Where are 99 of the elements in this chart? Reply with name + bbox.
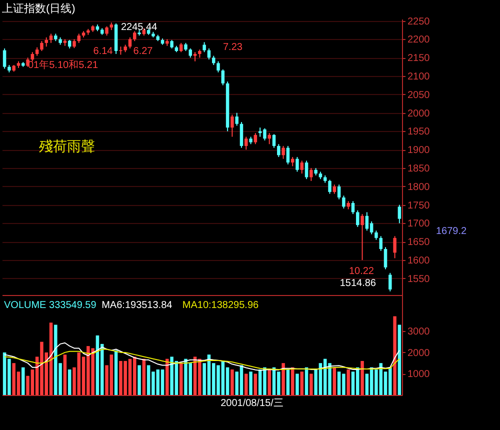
candlestick [332,184,336,194]
text: MA10:138295.96 [182,300,260,311]
candlestick [272,134,276,148]
bar [68,369,72,395]
candlestick [30,52,34,62]
bar [249,372,252,395]
candlestick [356,210,360,228]
candlestick [328,179,332,194]
candlestick [193,52,197,62]
candlestick [351,200,355,215]
bar [300,372,304,395]
candlestick [221,68,225,86]
candlestick [77,33,81,44]
bar [138,365,141,395]
bar [282,363,285,395]
bar [296,374,299,395]
candlestick [300,160,304,174]
y-tick-label: 1000 [408,369,430,380]
candlestick [188,48,192,58]
candlestick [212,55,216,66]
y-tick-label: 1650 [408,237,430,248]
bar [398,324,402,395]
text: MA6:193513.84 [102,300,173,311]
bar [268,369,271,395]
bar [332,367,336,395]
annotation: 1514.86 [340,278,376,289]
bar [166,358,169,395]
bar [22,367,25,395]
y-tick-label: 1900 [408,145,430,156]
candlestick [268,132,271,145]
y-tick-label: 1850 [408,164,430,175]
candlestick [337,184,341,200]
bar [179,363,183,395]
candlestick [254,132,258,145]
candlestick [230,114,234,138]
candlestick [179,42,183,53]
candlestick [282,145,285,160]
y-tick-label: 1950 [408,126,430,138]
candlestick [360,214,364,261]
bar [230,369,234,395]
candlestick [286,145,290,165]
bar [346,369,350,395]
y-tick-label: 2050 [408,90,430,101]
candlestick [277,144,280,158]
candlestick [2,48,6,70]
candlestick [202,42,206,53]
annotation: 6.14 [93,46,114,57]
line-series [4,348,400,370]
y-tick-label: 1800 [408,182,430,193]
candlestick [133,30,136,42]
annotation: 7.23 [223,42,243,53]
candlestick [105,26,108,36]
annotation: 10.22 [348,266,374,277]
candlestick [240,122,244,148]
candlestick [365,212,369,232]
candlestick [304,160,308,180]
candlestick [342,195,346,210]
candlestick [216,60,220,73]
series-label: VOLUME 333549.59 [4,300,97,311]
y-tick-label: 1750 [408,200,430,212]
candlestick [244,136,248,150]
y-tick-label: 1550 [408,274,430,285]
bar [254,374,258,395]
annotation: 殘荷雨聲 [39,138,95,154]
bar [360,360,364,395]
candlestick [40,40,44,52]
bar [286,369,290,395]
bar [244,374,248,395]
candlestick [296,156,299,172]
y-tick-label: 2250 [408,16,430,28]
candlestick [128,36,132,49]
chart-title: 上证指数(日线) [2,2,76,15]
candlestick [398,204,402,224]
annotation: 2245.44 [121,22,158,33]
y-tick-label: 2000 [408,108,430,120]
candlestick [44,36,48,48]
text: 2001/08/15/三 [220,398,284,409]
candlestick [49,33,53,44]
candlestick [235,112,238,126]
candlestick [379,236,382,252]
candlestick [374,230,378,240]
line-series [4,342,400,372]
y-tick-label: 2200 [408,34,430,46]
candlestick [388,272,392,292]
annotation: 6.27 [133,46,154,57]
bar [393,316,396,395]
y-tick-label: 2150 [408,53,430,64]
candlestick [384,246,388,270]
candlestick [310,168,313,182]
candlestick [393,236,396,259]
y-tick-label: 1700 [408,218,430,230]
bar [63,354,67,395]
y-tick-label: 3000 [408,326,430,338]
y-tick-label: 1600 [408,256,430,267]
text: 1679.2 [436,226,468,237]
bar [114,350,118,395]
y-tick-label: 2100 [408,72,430,83]
y-tick-label: 2000 [408,348,430,359]
bar [310,374,313,395]
